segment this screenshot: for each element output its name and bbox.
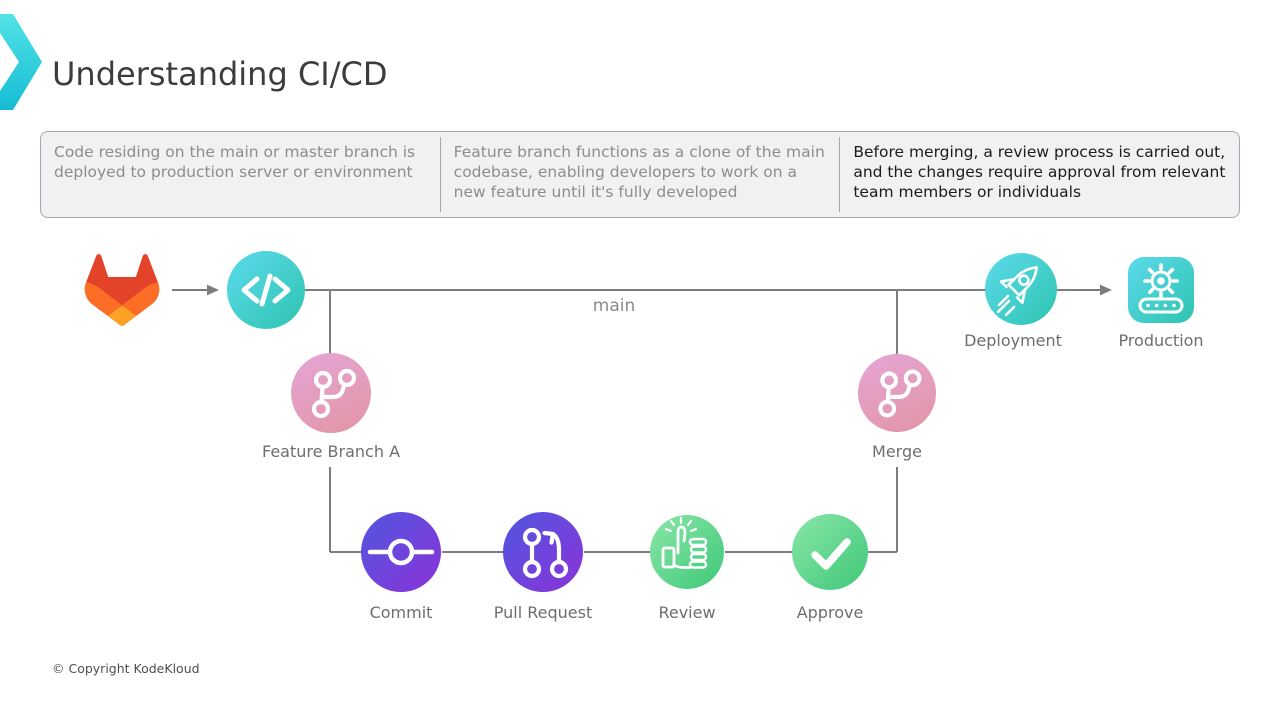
commit-label: Commit [369,603,433,622]
git-branch-icon [311,368,357,419]
production-node [1128,257,1194,323]
gear-conveyor-icon [1138,263,1184,314]
info-card-text: Feature branch functions as a clone of t… [453,143,825,201]
pull-request-node [503,512,583,592]
page-title: Understanding CI/CD [52,55,388,93]
git-merge-icon [878,369,922,418]
gitlab-logo [84,254,160,326]
main-branch-label: main [592,296,636,316]
feature-branch-label: Feature Branch A [261,442,401,461]
feature-branch-node [291,353,371,433]
thumbs-up-icon [661,516,708,569]
approve-node [792,514,868,590]
review-node [650,515,724,589]
checkmark-icon [811,538,851,570]
divider [839,137,841,212]
pull-request-label: Pull Request [493,603,593,622]
info-card-review-approval: Before merging, a review process is carr… [840,132,1239,217]
info-card-text: Code residing on the main or master bran… [54,143,416,181]
copyright-text: © Copyright KodeKloud [52,661,200,676]
arrowhead-icon [207,284,219,296]
deployment-label: Deployment [964,331,1062,350]
merge-label: Merge [872,442,922,461]
info-card-main-branch: Code residing on the main or master bran… [41,132,440,217]
commit-icon [367,538,435,566]
info-card-text: Before merging, a review process is carr… [853,143,1226,201]
approve-label: Approve [796,603,864,622]
info-bar: Code residing on the main or master bran… [40,131,1240,218]
merge-node [858,354,936,432]
pull-request-icon [522,527,569,579]
production-label: Production [1118,331,1204,350]
divider [439,137,441,212]
brand-chevron-icon [0,14,42,110]
deployment-node [985,253,1057,325]
rocket-icon [996,266,1038,317]
info-card-feature-branch: Feature branch functions as a clone of t… [441,132,840,217]
review-label: Review [658,603,716,622]
commit-node [361,512,441,592]
code-node [227,251,305,329]
code-icon [241,273,291,307]
arrowhead-icon [1100,284,1112,296]
